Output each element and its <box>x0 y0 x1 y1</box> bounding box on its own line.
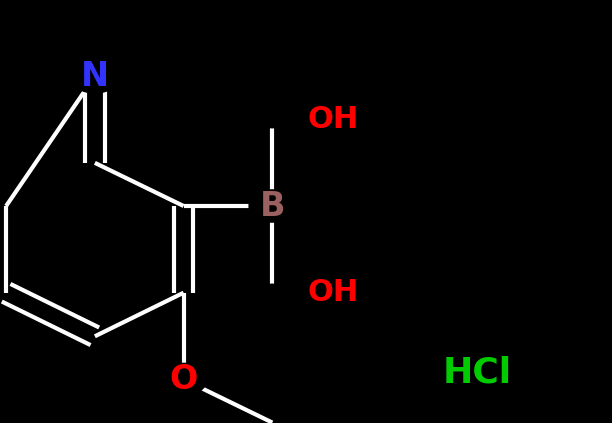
Text: OH: OH <box>308 278 359 307</box>
Text: N: N <box>81 60 109 93</box>
Circle shape <box>249 190 296 222</box>
Text: O: O <box>170 363 198 396</box>
Text: B: B <box>259 190 285 222</box>
Circle shape <box>300 96 367 143</box>
Circle shape <box>70 59 119 93</box>
Text: HCl: HCl <box>443 355 512 389</box>
Text: OH: OH <box>308 105 359 134</box>
Circle shape <box>160 363 207 396</box>
Circle shape <box>260 284 285 301</box>
Circle shape <box>300 269 367 316</box>
Circle shape <box>260 111 285 128</box>
